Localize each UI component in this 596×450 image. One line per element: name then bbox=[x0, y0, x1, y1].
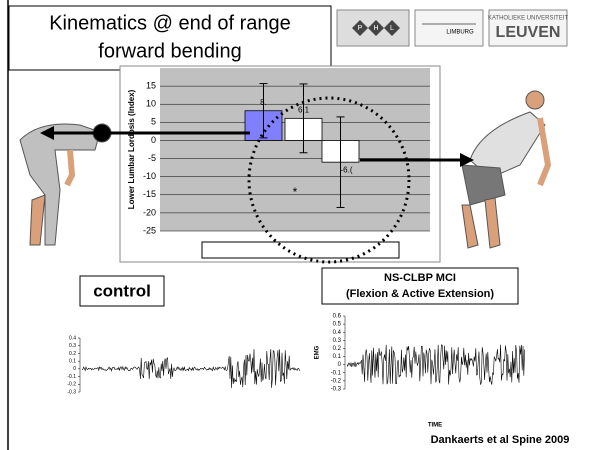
x-axis-label: TIME bbox=[428, 423, 442, 429]
y-tick-label: 0.4 bbox=[333, 330, 342, 336]
y-tick-label: 0.4 bbox=[69, 335, 76, 341]
logo-text: LEUVEN bbox=[496, 24, 561, 41]
control-box bbox=[79, 275, 165, 307]
logo-letter: L bbox=[390, 25, 394, 32]
y-tick-label: 0.1 bbox=[333, 354, 342, 360]
leuven-logo: KATHOLIEKE UNIVERSITEIT LEUVEN bbox=[488, 9, 569, 47]
logo-text: KATHOLIEKE UNIVERSITEIT bbox=[488, 16, 569, 22]
y-tick-label: -20 bbox=[143, 207, 156, 217]
y-tick-label: 0 bbox=[151, 135, 156, 145]
title-line: Kinematics @ end of range bbox=[49, 12, 291, 34]
value-label: 6.1 bbox=[298, 105, 310, 114]
emg-trace bbox=[81, 349, 300, 389]
dotted-circle bbox=[247, 96, 411, 264]
y-tick-label: 0 bbox=[73, 366, 76, 372]
annotation: * bbox=[293, 185, 298, 199]
y-tick-label: -0.3 bbox=[331, 387, 342, 393]
bar-chart: 15 10 5 0 -5 -10 -15 -20 -25 Lower Lumbar Lordosi… bbox=[127, 80, 430, 235]
y-tick-label: 0.3 bbox=[69, 343, 76, 349]
y-tick-label: 0.3 bbox=[333, 338, 342, 344]
y-tick-label: -0.2 bbox=[331, 378, 342, 384]
y-tick-label: -5 bbox=[148, 153, 156, 163]
y-tick-label: 15 bbox=[146, 80, 156, 90]
arrowhead bbox=[40, 126, 54, 140]
y-tick-label: -0.3 bbox=[67, 389, 76, 395]
citation: Dankaerts et al Spine 2009 bbox=[431, 434, 570, 446]
logo-letter: P bbox=[358, 25, 363, 32]
y-axis-label: EMG bbox=[315, 345, 321, 359]
emg-chart-control: 0.4 0.3 0.20.1 0 -0.1 -0.2-0.3 bbox=[67, 335, 300, 395]
y-tick-label: 0.5 bbox=[333, 322, 342, 328]
emg-trace bbox=[346, 344, 525, 385]
title-box bbox=[8, 5, 332, 71]
logo-letter: H bbox=[373, 25, 378, 32]
group-detail: (Flexion & Active Extension) bbox=[346, 288, 494, 300]
y-tick-label: 0.6 bbox=[333, 314, 342, 320]
group-label: NS-CLBP MCI bbox=[384, 272, 456, 284]
value-label: 8. bbox=[260, 98, 267, 107]
y-tick-label: 0.2 bbox=[69, 351, 76, 357]
y-tick-label: 0 bbox=[338, 362, 342, 368]
group-box bbox=[321, 267, 519, 305]
y-tick-label: -15 bbox=[143, 189, 156, 199]
logo-text: LIMBURG bbox=[446, 30, 474, 36]
y-tick-label: 5 bbox=[151, 117, 156, 127]
plot-area bbox=[160, 68, 430, 231]
limburg-logo: LIMBURG bbox=[414, 9, 484, 47]
emg-chart-group: 0.6 0.5 0.4 0.3 0.2 0.1 0 -0.1 -0.2 -0.3 EMG TIME bbox=[315, 314, 525, 429]
title-line: forward bending bbox=[98, 40, 241, 62]
phl-logo: P H L bbox=[336, 9, 410, 47]
y-tick-label: -0.1 bbox=[67, 374, 76, 380]
y-tick-label: 0.2 bbox=[333, 346, 342, 352]
y-tick-label: -10 bbox=[143, 171, 156, 181]
control-label: control bbox=[93, 281, 151, 300]
y-tick-label: -0.2 bbox=[67, 382, 76, 388]
legend-box bbox=[201, 241, 400, 259]
y-tick-label: 10 bbox=[146, 99, 156, 109]
y-axis-label: Lower Lumbar Lordosis (Index) bbox=[127, 89, 136, 209]
value-label: -6.( bbox=[341, 165, 353, 174]
figure-right bbox=[461, 90, 552, 249]
arrowhead bbox=[460, 153, 474, 167]
y-tick-label: 0.1 bbox=[69, 358, 76, 364]
y-tick-label: -25 bbox=[143, 225, 156, 235]
y-tick-label: -0.1 bbox=[331, 370, 342, 376]
